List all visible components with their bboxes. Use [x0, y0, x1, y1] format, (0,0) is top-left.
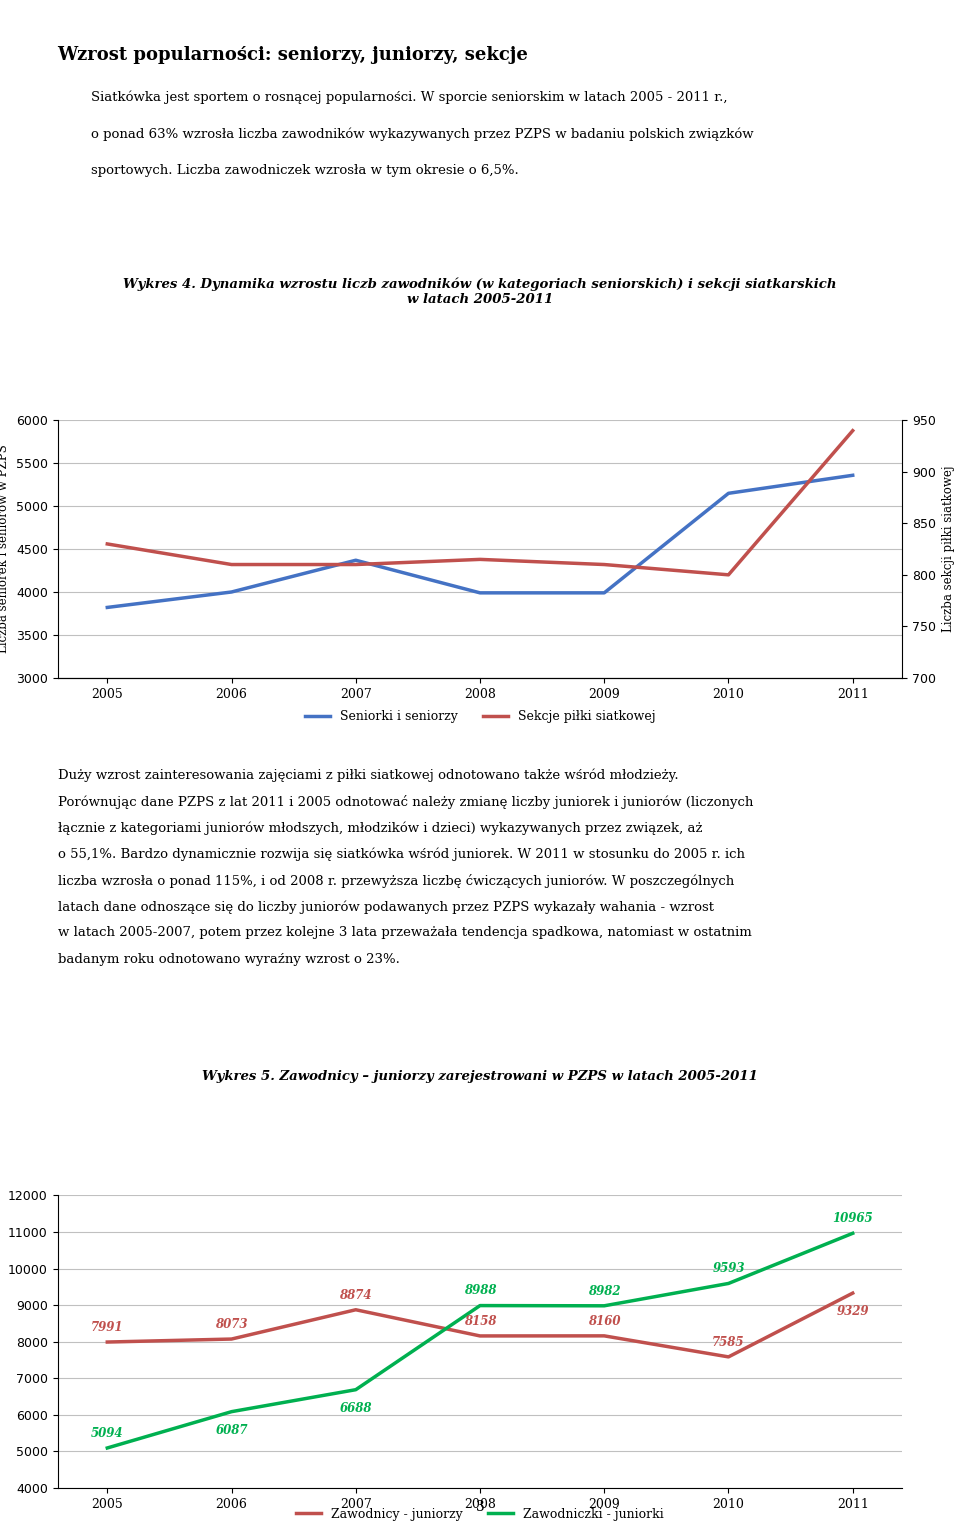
Text: 8988: 8988: [464, 1284, 496, 1298]
Text: 8073: 8073: [215, 1318, 248, 1332]
Text: 5094: 5094: [91, 1427, 124, 1440]
Text: sportowych. Liczba zawodniczek wzrosła w tym okresie o 6,5%.: sportowych. Liczba zawodniczek wzrosła w…: [91, 164, 519, 176]
Text: Siatkówka jest sportem o rosnącej popularności. W sporcie seniorskim w latach 20: Siatkówka jest sportem o rosnącej popula…: [91, 91, 728, 104]
Text: 8160: 8160: [588, 1315, 620, 1328]
Legend: Zawodnicy - juniorzy, Zawodniczki - juniorki: Zawodnicy - juniorzy, Zawodniczki - juni…: [291, 1503, 669, 1526]
Text: o ponad 63% wzrosła liczba zawodników wykazywanych przez PZPS w badaniu polskich: o ponad 63% wzrosła liczba zawodników wy…: [91, 127, 754, 141]
Text: 8158: 8158: [464, 1315, 496, 1328]
Y-axis label: Liczba sekcji piłki siatkowej: Liczba sekcji piłki siatkowej: [942, 466, 954, 632]
Text: 10965: 10965: [832, 1212, 873, 1226]
Text: liczba wzrosła o ponad 115%, i od 2008 r. przewyższa liczbę ćwiczących juniorów.: liczba wzrosła o ponad 115%, i od 2008 r…: [58, 874, 733, 888]
Text: 7585: 7585: [712, 1336, 745, 1348]
Text: Wykres 4. Dynamika wzrostu liczb zawodników (w kategoriach seniorskich) i sekcji: Wykres 4. Dynamika wzrostu liczb zawodni…: [123, 278, 837, 305]
Text: łącznie z kategoriami juniorów młodszych, młodzików i dzieci) wykazywanych przez: łącznie z kategoriami juniorów młodszych…: [58, 821, 702, 834]
Text: 9329: 9329: [836, 1305, 869, 1318]
Y-axis label: Liczba seniorek i seniorów w PZPS: Liczba seniorek i seniorów w PZPS: [0, 445, 11, 653]
Text: 7991: 7991: [91, 1321, 124, 1335]
Text: 3: 3: [475, 1500, 485, 1514]
Text: Wzrost popularności: seniorzy, juniorzy, sekcje: Wzrost popularności: seniorzy, juniorzy,…: [58, 46, 528, 64]
Text: latach dane odnoszące się do liczby juniorów podawanych przez PZPS wykazały waha: latach dane odnoszące się do liczby juni…: [58, 900, 713, 914]
Text: w latach 2005-2007, potem przez kolejne 3 lata przeważała tendencja spadkowa, na: w latach 2005-2007, potem przez kolejne …: [58, 927, 752, 939]
Text: 8874: 8874: [340, 1289, 372, 1302]
Text: 8982: 8982: [588, 1284, 620, 1298]
Text: 9593: 9593: [712, 1262, 745, 1275]
Text: 6087: 6087: [215, 1424, 248, 1437]
Legend: Seniorki i seniorzy, Sekcje piłki siatkowej: Seniorki i seniorzy, Sekcje piłki siatko…: [300, 706, 660, 729]
Text: Duży wzrost zainteresowania zajęciami z piłki siatkowej odnotowano także wśród m: Duży wzrost zainteresowania zajęciami z …: [58, 769, 678, 782]
Text: Porównując dane PZPS z lat 2011 i 2005 odnotować należy zmianę liczby juniorek i: Porównując dane PZPS z lat 2011 i 2005 o…: [58, 795, 753, 808]
Text: o 55,1%. Bardzo dynamicznie rozwija się siatkówka wśród juniorek. W 2011 w stosu: o 55,1%. Bardzo dynamicznie rozwija się …: [58, 847, 745, 861]
Text: Wykres 5. Zawodnicy – juniorzy zarejestrowani w PZPS w latach 2005-2011: Wykres 5. Zawodnicy – juniorzy zarejestr…: [202, 1069, 758, 1083]
Text: badanym roku odnotowano wyraźny wzrost o 23%.: badanym roku odnotowano wyraźny wzrost o…: [58, 953, 399, 966]
Text: 6688: 6688: [340, 1402, 372, 1414]
